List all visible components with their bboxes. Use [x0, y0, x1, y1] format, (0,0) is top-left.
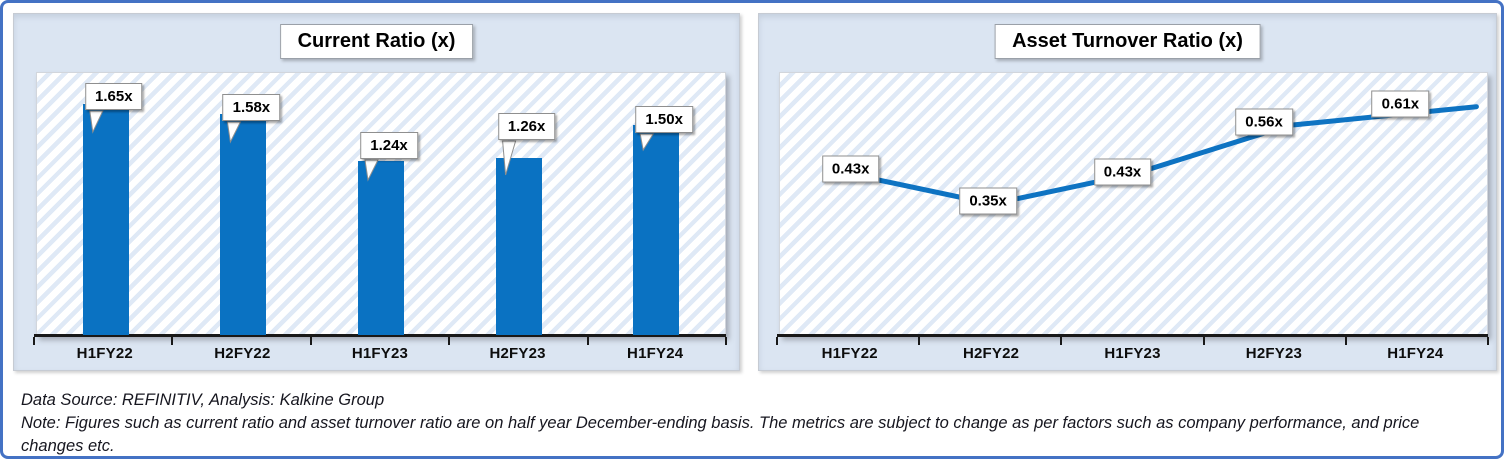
data-label-callout: 1.24x: [360, 132, 418, 159]
axis-tick: [1344, 337, 1347, 345]
chart-title: Asset Turnover Ratio (x): [994, 24, 1261, 59]
axis-tick: [1060, 337, 1063, 345]
axis-tick: [171, 337, 174, 345]
chart-panel-current-ratio: Current Ratio (x) 1.65x 1.58x 1.24x 1.26x 1.…: [13, 13, 740, 371]
line-series: [848, 104, 1479, 207]
category-label: H2FY23: [489, 345, 546, 362]
axis-tick: [448, 337, 451, 345]
footer-note: Note: Figures such as current ratio and …: [21, 414, 1420, 455]
axis-tick: [1487, 337, 1489, 345]
axis-tick: [725, 337, 727, 345]
bar-H1FY24: [633, 125, 680, 335]
category-label: H2FY22: [214, 345, 271, 362]
chart-panel-asset-turnover: Asset Turnover Ratio (x) 0.43x 0.35x 0.43x…: [758, 13, 1497, 371]
plot-area-asset-turnover: 0.43x 0.35x 0.43x 0.56x 0.61x: [779, 72, 1488, 336]
category-label: H1FY24: [1387, 345, 1444, 362]
category-label: H2FY22: [962, 345, 1020, 362]
category-label: H1FY22: [821, 345, 878, 362]
category-label: H1FY23: [1104, 345, 1161, 362]
bar-H1FY23: [358, 161, 404, 335]
data-label: 0.43x: [1093, 158, 1152, 186]
data-label: 0.43x: [821, 155, 880, 183]
data-label-callout: 1.26x: [497, 113, 556, 140]
category-label: H1FY24: [627, 345, 684, 362]
x-axis-category-labels: H1FY22 H2FY22 H1FY23 H2FY23 H1FY24: [36, 345, 724, 362]
bar-H1FY22: [82, 104, 129, 335]
bar-H2FY22: [220, 114, 267, 335]
axis-tick: [309, 337, 312, 345]
axis-tick: [33, 337, 35, 345]
data-label-callout: 1.50x: [635, 106, 693, 133]
axis-tick: [918, 337, 921, 345]
data-label-callout: 1.65x: [85, 83, 143, 110]
data-label-callout: 1.58x: [222, 94, 281, 121]
data-label: 0.61x: [1371, 90, 1430, 118]
x-axis: [776, 334, 1489, 345]
data-label: 0.56x: [1235, 108, 1293, 136]
data-label: 0.35x: [959, 187, 1017, 215]
plot-area-current-ratio: 1.65x 1.58x 1.24x 1.26x 1.50x: [36, 72, 726, 336]
bar-H2FY23: [495, 158, 542, 335]
axis-tick: [1202, 337, 1205, 345]
footer-notes: Data Source: REFINITIV, Analysis: Kalkin…: [21, 389, 1466, 458]
category-label: H1FY23: [351, 345, 409, 362]
x-axis: [33, 334, 727, 345]
chart-title: Current Ratio (x): [279, 24, 474, 59]
axis-tick: [776, 337, 778, 345]
category-label: H1FY22: [76, 345, 133, 362]
x-axis-category-labels: H1FY22 H2FY22 H1FY23 H2FY23 H1FY24: [779, 345, 1486, 362]
footer-data-source: Data Source: REFINITIV, Analysis: Kalkin…: [21, 391, 385, 409]
category-label: H2FY23: [1245, 345, 1303, 362]
axis-tick: [586, 337, 589, 345]
